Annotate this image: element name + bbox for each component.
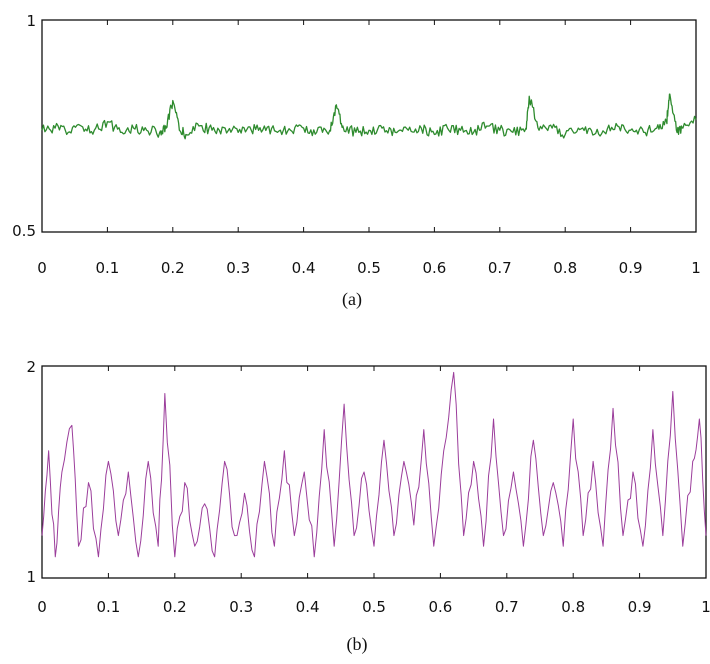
series-line-a bbox=[41, 93, 697, 140]
y-ticks-b: 12 bbox=[26, 358, 36, 586]
x-tick-label-a-9: 0.9 bbox=[619, 259, 643, 277]
x-tick-label-a-4: 0.4 bbox=[292, 259, 316, 277]
x-tick-label-b-1: 0.1 bbox=[96, 598, 120, 616]
series-line-a-group bbox=[41, 93, 697, 140]
x-tick-label-a-7: 0.7 bbox=[488, 259, 512, 277]
x-tick-label-b-4: 0.4 bbox=[296, 598, 320, 616]
x-tick-label-a-2: 0.2 bbox=[161, 259, 185, 277]
series-line-b-group bbox=[41, 371, 707, 558]
y-tick-label-b-1: 2 bbox=[26, 358, 36, 376]
y-tick-label-a-0: 0.5 bbox=[12, 222, 36, 240]
plot-frame-a bbox=[41, 19, 697, 233]
x-tick-label-a-1: 0.1 bbox=[95, 259, 119, 277]
x-tick-label-b-10: 1 bbox=[701, 598, 710, 616]
x-tick-label-b-3: 0.3 bbox=[229, 598, 253, 616]
chart-panel-b: 0 0.1 0.2 0.3 0.4 0.5 0.6 0.7 0.8 0.9 1 12 (b) bbox=[26, 358, 710, 655]
x-tick-label-a-8: 0.8 bbox=[553, 259, 577, 277]
x-tick-label-b-8: 0.8 bbox=[561, 598, 585, 616]
y-tick-label-a-1: 1 bbox=[26, 12, 36, 30]
x-ticks-a: 0 0.1 0.2 0.3 0.4 0.5 0.6 0.7 0.8 0.9 1 bbox=[37, 20, 701, 277]
y-ticks-a: 0.51 bbox=[12, 12, 36, 240]
caption-a: (a) bbox=[342, 289, 362, 310]
x-tick-label-b-0: 0 bbox=[37, 598, 47, 616]
x-tick-label-a-5: 0.5 bbox=[357, 259, 381, 277]
x-tick-label-a-10: 1 bbox=[691, 259, 701, 277]
series-line-b bbox=[41, 371, 707, 558]
caption-b: (b) bbox=[347, 634, 368, 655]
x-tick-label-b-9: 0.9 bbox=[628, 598, 652, 616]
x-tick-label-b-7: 0.7 bbox=[495, 598, 519, 616]
x-tick-label-b-5: 0.5 bbox=[362, 598, 386, 616]
x-ticks-b: 0 0.1 0.2 0.3 0.4 0.5 0.6 0.7 0.8 0.9 1 bbox=[37, 366, 710, 616]
y-tick-label-b-0: 1 bbox=[26, 568, 36, 586]
x-tick-label-a-3: 0.3 bbox=[226, 259, 250, 277]
x-tick-label-b-6: 0.6 bbox=[428, 598, 452, 616]
x-tick-label-a-0: 0 bbox=[37, 259, 47, 277]
x-tick-label-a-6: 0.6 bbox=[422, 259, 446, 277]
chart-panel-a: 0 0.1 0.2 0.3 0.4 0.5 0.6 0.7 0.8 0.9 1 0.51 (a) bbox=[12, 12, 701, 310]
x-tick-label-b-2: 0.2 bbox=[163, 598, 187, 616]
